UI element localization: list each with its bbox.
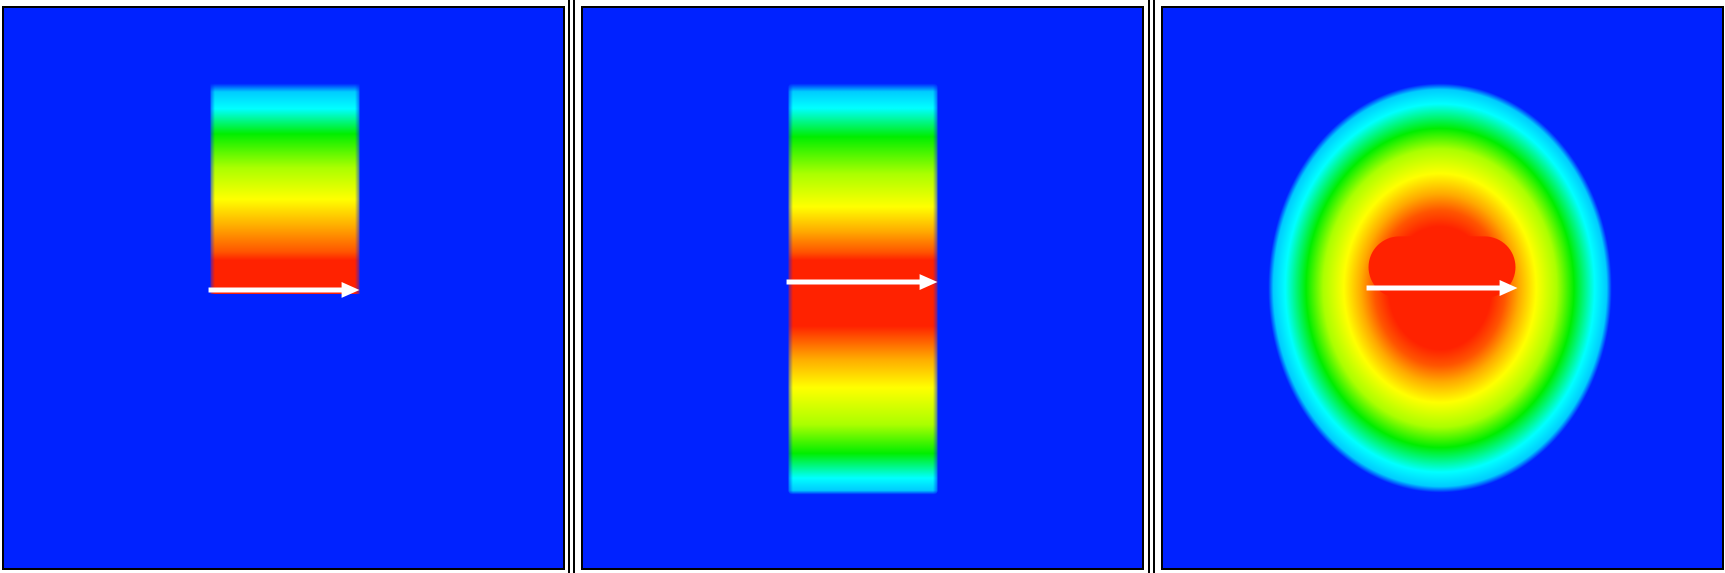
contour-plot-3: [1163, 8, 1722, 568]
contour-edge: [788, 83, 938, 495]
panel-1: [2, 6, 565, 570]
panel-separator-1: [568, 0, 575, 573]
arrow-head-icon: [1499, 280, 1518, 296]
arrow-head-icon: [919, 274, 938, 290]
contour-plot-2: [583, 8, 1142, 568]
panel-3: [1161, 6, 1724, 570]
panel-2: [581, 6, 1144, 570]
contour-core: [1368, 236, 1516, 298]
arrow-head-icon: [341, 282, 360, 298]
panel-separator-2: [1148, 0, 1155, 573]
contour-edge: [210, 83, 360, 294]
contour-plot-1: [4, 8, 563, 568]
